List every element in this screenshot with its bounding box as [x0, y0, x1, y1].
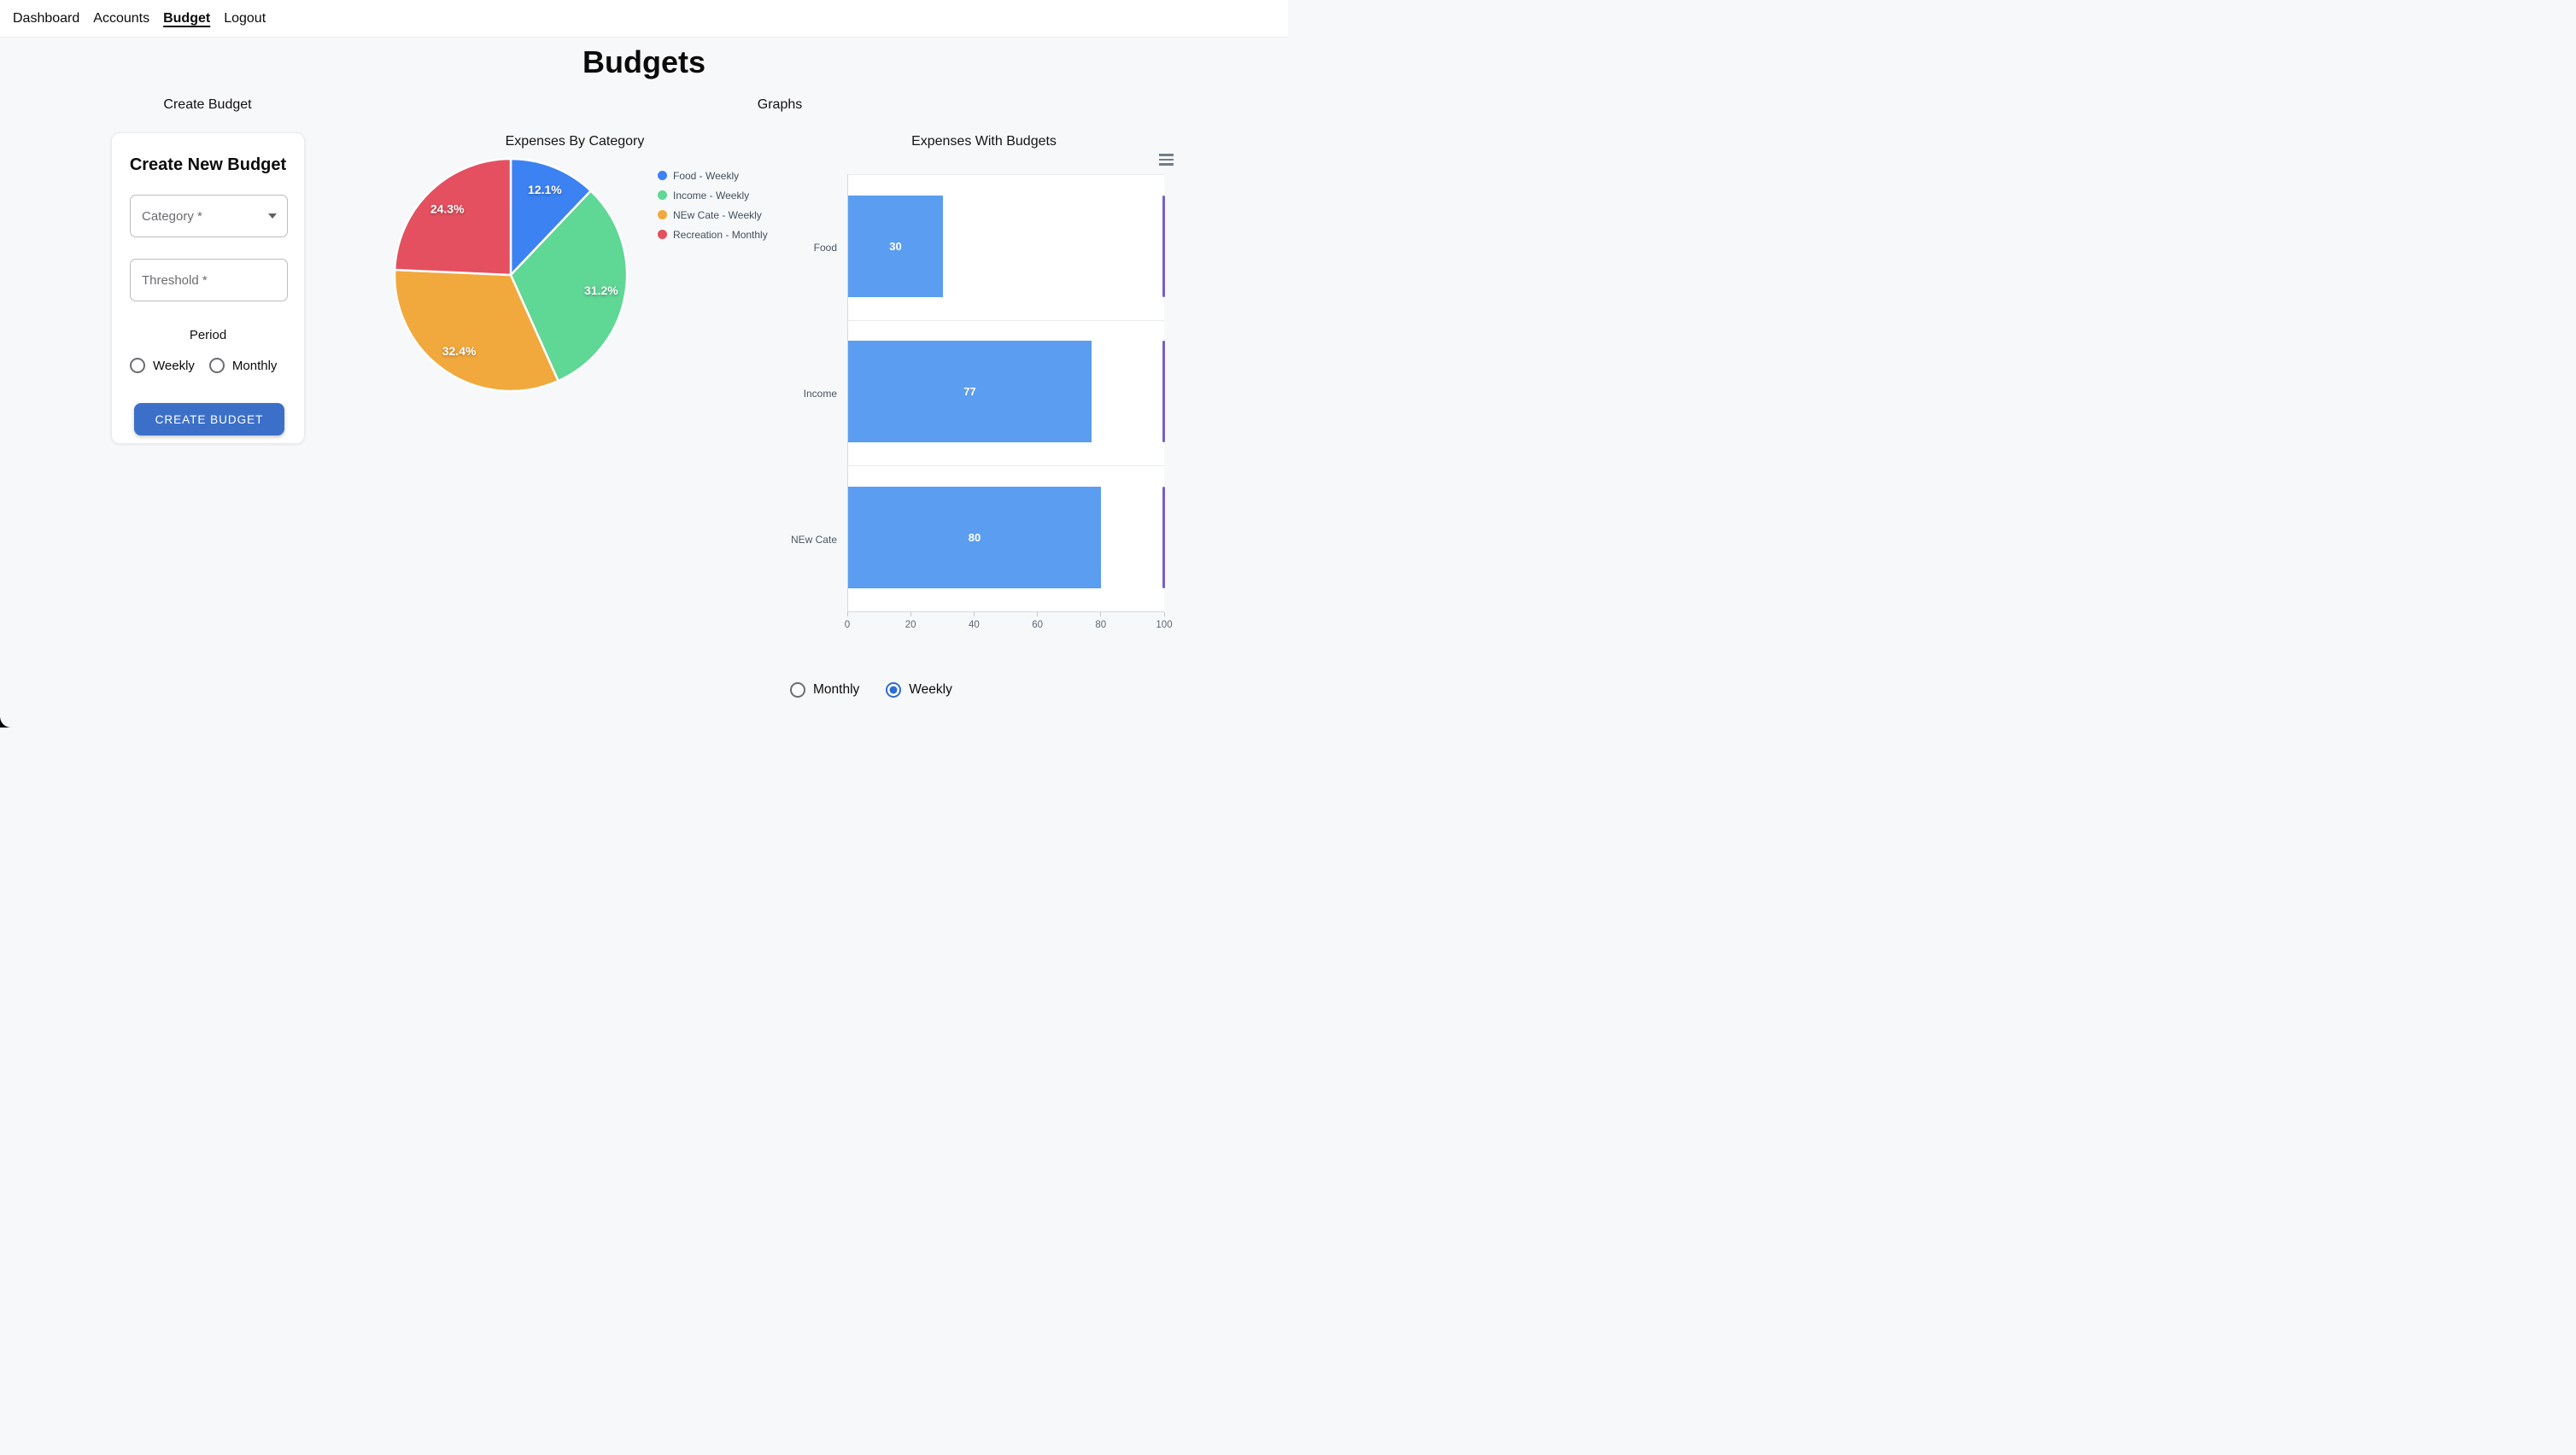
- chevron-down-icon: [268, 213, 277, 219]
- bar-chart-category-labels: Food Income NEw Cate: [736, 174, 837, 612]
- bar-chart-axis-labels: 0 20 40 60 80 100: [844, 620, 1173, 632]
- graph-weekly-radio[interactable]: [886, 682, 902, 698]
- bar: 77: [848, 341, 1092, 443]
- bar-band: 30: [848, 174, 1165, 320]
- pie-slice: [509, 190, 629, 383]
- budget-page: Dashboard Accounts Budget Logout Budgets…: [0, 0, 1288, 728]
- axis-tick-label: 20: [905, 620, 916, 630]
- axis-tick-label: 60: [1032, 620, 1043, 630]
- category-select-label: Category *: [142, 208, 202, 224]
- period-label: Period: [189, 328, 227, 342]
- weekly-radio-label[interactable]: Weekly: [153, 358, 195, 373]
- axis-tick-mark: [1100, 612, 1102, 616]
- pie-slice: [393, 268, 559, 393]
- bar-category-label: Income: [803, 387, 837, 400]
- category-select[interactable]: Category *: [130, 195, 288, 237]
- bar-category-label: NEw Cate: [790, 533, 837, 546]
- axis-tick-mark: [910, 612, 911, 616]
- legend-item[interactable]: Recreation - Monthly: [658, 225, 768, 244]
- bar-value-label: 77: [963, 385, 976, 399]
- weekly-radio[interactable]: [130, 358, 145, 373]
- nav-item-accounts[interactable]: Accounts: [93, 10, 150, 26]
- pie-chart: 12.1% 31.2% 32.4% 24.3%: [393, 157, 629, 393]
- budget-marker-line: [1162, 341, 1165, 443]
- nav-item-budget[interactable]: Budget: [163, 10, 211, 26]
- top-nav: Dashboard Accounts Budget Logout: [0, 0, 1288, 38]
- bar-chart-axis-ticks: [846, 612, 1165, 616]
- period-radio-group: Weekly Monthly: [130, 358, 277, 373]
- pie-slice-label: 12.1%: [528, 183, 562, 196]
- bar: 80: [848, 487, 1101, 588]
- axis-tick-mark: [973, 612, 975, 616]
- axis-tick-label: 80: [1095, 620, 1107, 630]
- nav-item-dashboard[interactable]: Dashboard: [13, 10, 80, 26]
- bar-band: 77: [848, 319, 1165, 466]
- monthly-radio-label[interactable]: Monthly: [231, 358, 278, 373]
- budget-marker-line: [1162, 487, 1165, 588]
- axis-tick-mark: [1037, 612, 1039, 616]
- nav-item-logout[interactable]: Logout: [224, 10, 266, 26]
- bar-band: 80: [848, 465, 1165, 611]
- threshold-input[interactable]: [130, 259, 288, 301]
- axis-tick-mark: [1163, 612, 1165, 616]
- graphs-section-heading: Graphs: [757, 97, 803, 112]
- axis-tick-label: 40: [968, 620, 980, 630]
- pie-slice-label: 32.4%: [442, 344, 477, 358]
- screen-rounded-corner: [0, 716, 11, 728]
- pie-slice: [393, 157, 512, 277]
- menu-icon[interactable]: [1159, 154, 1174, 166]
- legend-item[interactable]: Income - Weekly: [658, 185, 768, 205]
- legend-label: NEw Cate - Weekly: [673, 208, 762, 221]
- page-title: Budgets: [583, 44, 705, 79]
- legend-dot-icon: [658, 171, 667, 180]
- card-heading: Create New Budget: [129, 155, 287, 174]
- pie-chart-legend: Food - Weekly Income - Weekly NEw Cate - W…: [658, 166, 768, 244]
- bar-value-label: 80: [968, 530, 981, 544]
- axis-tick-mark: [846, 612, 848, 616]
- graph-monthly-radio-label[interactable]: Monthly: [813, 682, 860, 697]
- create-budget-button[interactable]: CREATE BUDGET: [134, 403, 284, 435]
- axis-tick-label: 100: [1156, 620, 1173, 630]
- create-budget-card: Create New Budget Category * Period Week…: [111, 132, 305, 444]
- legend-dot-icon: [658, 210, 667, 219]
- pie-chart-title: Expenses By Category: [505, 134, 645, 149]
- bar-chart-plot: 30 77 80: [847, 174, 1165, 612]
- bar-chart-title: Expenses With Budgets: [911, 134, 1057, 149]
- axis-tick-label: 0: [844, 620, 851, 630]
- legend-label: Recreation - Monthly: [673, 228, 768, 241]
- bar-category-label: Food: [813, 241, 837, 254]
- graph-monthly-radio[interactable]: [790, 682, 805, 698]
- monthly-radio[interactable]: [208, 358, 225, 373]
- legend-dot-icon: [658, 230, 667, 239]
- bar-value-label: 30: [889, 239, 902, 253]
- pie-slice-label: 24.3%: [430, 202, 465, 215]
- legend-item[interactable]: Food - Weekly: [658, 166, 768, 185]
- create-budget-section-heading: Create Budget: [163, 97, 252, 112]
- bar: 30: [848, 195, 943, 297]
- legend-item[interactable]: NEw Cate - Weekly: [658, 205, 768, 225]
- graph-weekly-radio-label[interactable]: Weekly: [909, 682, 952, 697]
- budget-marker-line: [1162, 195, 1165, 297]
- legend-label: Income - Weekly: [673, 189, 750, 202]
- pie-slice-label: 31.2%: [584, 283, 618, 297]
- legend-dot-icon: [658, 190, 667, 200]
- pie-slice: [509, 157, 592, 277]
- legend-label: Food - Weekly: [673, 169, 740, 182]
- graph-period-toggle: Monthly Weekly: [790, 682, 952, 698]
